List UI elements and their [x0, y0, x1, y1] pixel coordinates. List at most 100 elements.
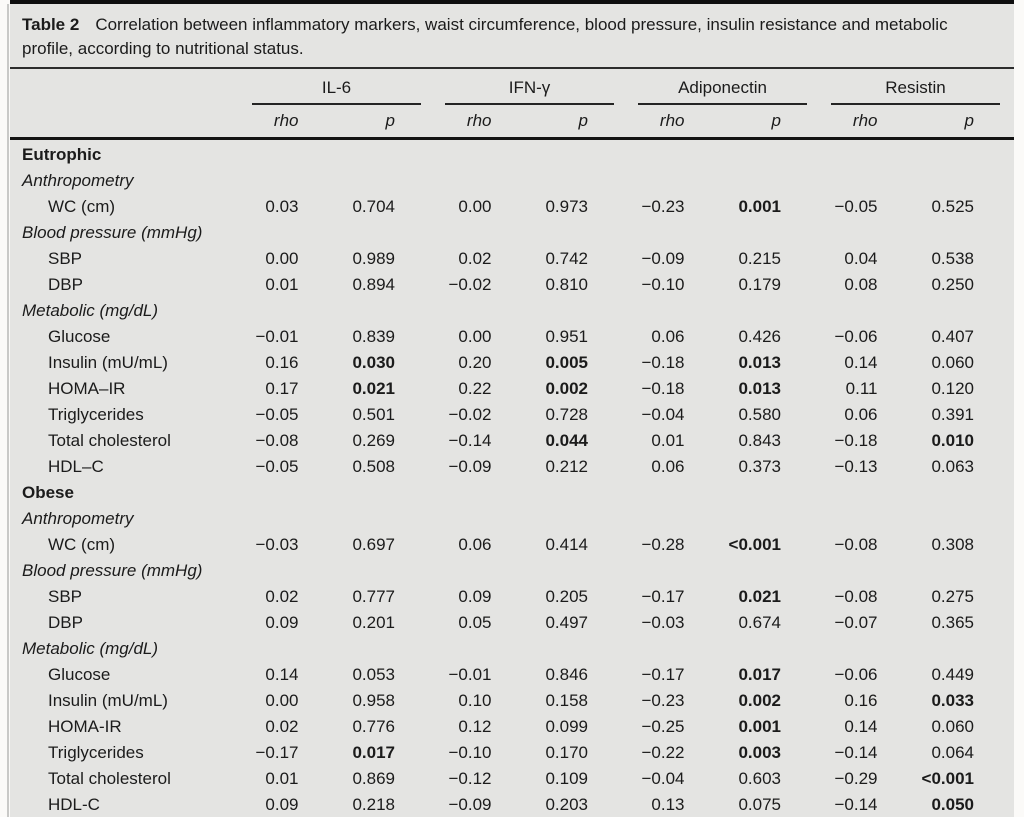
- table-caption: Table 2 Correlation between inflammatory …: [10, 4, 1014, 69]
- rho-value: −0.18: [834, 431, 878, 450]
- rho-value: −0.01: [448, 665, 492, 684]
- row-label: Total cholesterol: [48, 431, 171, 450]
- p-value: 0.001: [738, 717, 781, 736]
- p-value: 0.099: [545, 717, 588, 736]
- rho-value: −0.22: [641, 743, 685, 762]
- data-row: HDL-C 0.09 0.218 −0.09 0.203 0.13 0.075 −0.14 0.…: [10, 792, 1014, 817]
- p-value: 0.109: [545, 769, 588, 788]
- p-value: 0.013: [738, 379, 781, 398]
- row-filler: [242, 558, 1014, 584]
- row-label: SBP: [48, 249, 83, 268]
- row-label: HDL-C: [48, 795, 100, 814]
- subheader-rho: rho: [628, 105, 725, 140]
- p-value: 0.373: [738, 457, 781, 476]
- rho-value: 0.22: [458, 379, 492, 398]
- rho-value: 0.16: [844, 691, 878, 710]
- p-value: 0.218: [352, 795, 395, 814]
- rho-value: 0.09: [265, 795, 299, 814]
- section-row: Eutrophic: [10, 138, 1014, 168]
- p-value: 0.414: [545, 535, 588, 554]
- row-label: SBP: [48, 587, 83, 606]
- p-value: 0.003: [738, 743, 781, 762]
- rho-value: −0.07: [834, 613, 878, 632]
- rho-value: −0.03: [641, 613, 685, 632]
- p-value: 0.017: [352, 743, 395, 762]
- p-value: 0.021: [352, 379, 395, 398]
- p-value: 0.002: [545, 379, 588, 398]
- rho-value: 0.20: [458, 353, 492, 372]
- p-value: 0.212: [545, 457, 588, 476]
- rho-value: 0.14: [844, 717, 878, 736]
- rho-value: 0.09: [458, 587, 492, 606]
- rho-value: 0.01: [651, 431, 685, 450]
- group-header-resistin: Resistin: [821, 69, 1014, 105]
- p-value: 0.013: [738, 353, 781, 372]
- p-value: 0.120: [931, 379, 974, 398]
- p-value: 0.391: [931, 405, 974, 424]
- rho-value: −0.09: [641, 249, 685, 268]
- rho-value: −0.14: [834, 795, 878, 814]
- rho-value: −0.03: [255, 535, 299, 554]
- rho-value: −0.05: [255, 457, 299, 476]
- p-value: 0.033: [931, 691, 974, 710]
- subheader-row: rho p rho p rho p rho p: [10, 105, 1014, 140]
- rho-value: −0.10: [641, 275, 685, 294]
- p-value: 0.010: [931, 431, 974, 450]
- row-label: Blood pressure (mmHg): [22, 223, 203, 242]
- rho-value: 0.00: [265, 691, 299, 710]
- rho-value: −0.14: [834, 743, 878, 762]
- p-value: 0.060: [931, 353, 974, 372]
- subheader-p: p: [531, 105, 628, 140]
- group-label: Resistin: [831, 78, 1000, 105]
- p-value: 0.158: [545, 691, 588, 710]
- p-value: 0.030: [352, 353, 395, 372]
- p-value: 0.250: [931, 275, 974, 294]
- data-row: DBP 0.01 0.894 −0.02 0.810 −0.10 0.179 0.08 0.25…: [10, 272, 1014, 298]
- subheader-rho: rho: [242, 105, 339, 140]
- data-row: Triglycerides −0.05 0.501 −0.02 0.728 −0.04 0.…: [10, 402, 1014, 428]
- rho-value: −0.18: [641, 353, 685, 372]
- subheader-p: p: [724, 105, 821, 140]
- subsection-row: Blood pressure (mmHg): [10, 558, 1014, 584]
- rho-value: 0.00: [265, 249, 299, 268]
- header-spacer: [10, 105, 242, 140]
- rho-value: −0.08: [255, 431, 299, 450]
- p-value: 0.843: [738, 431, 781, 450]
- p-value: 0.407: [931, 327, 974, 346]
- group-header-il6: IL-6: [242, 69, 435, 105]
- p-value: 0.894: [352, 275, 395, 294]
- rho-value: 0.06: [458, 535, 492, 554]
- data-row: HDL–C −0.05 0.508 −0.09 0.212 0.06 0.373 −0.13 0…: [10, 454, 1014, 480]
- row-label: Glucose: [48, 327, 111, 346]
- rho-value: 0.14: [844, 353, 878, 372]
- subsection-row: Anthropometry: [10, 168, 1014, 194]
- rho-value: 0.12: [458, 717, 492, 736]
- p-value: 0.973: [545, 197, 588, 216]
- table-body: Eutrophic Anthropometry WC (cm) 0.03 0.704 0.…: [10, 138, 1014, 817]
- rho-value: −0.04: [641, 769, 685, 788]
- data-row: SBP 0.00 0.989 0.02 0.742 −0.09 0.215 0.04 0.538: [10, 246, 1014, 272]
- group-label: IL-6: [252, 78, 421, 105]
- group-label: IFN-γ: [445, 78, 614, 105]
- data-row: Total cholesterol 0.01 0.869 −0.12 0.109 −0.0…: [10, 766, 1014, 792]
- row-label: Eutrophic: [22, 145, 102, 164]
- p-value: 0.697: [352, 535, 395, 554]
- rho-value: −0.04: [641, 405, 685, 424]
- rho-value: −0.10: [448, 743, 492, 762]
- p-value: 0.005: [545, 353, 588, 372]
- p-value: <0.001: [728, 535, 781, 554]
- row-label: Total cholesterol: [48, 769, 171, 788]
- subheader-p: p: [917, 105, 1014, 140]
- p-value: 0.050: [931, 795, 974, 814]
- rho-value: −0.08: [834, 587, 878, 606]
- rho-value: 0.02: [265, 717, 299, 736]
- group-header-ifn-gamma: IFN-γ: [435, 69, 628, 105]
- p-value: 0.704: [352, 197, 395, 216]
- rho-value: −0.18: [641, 379, 685, 398]
- rho-value: 0.03: [265, 197, 299, 216]
- rho-value: 0.14: [265, 665, 299, 684]
- row-label: Obese: [22, 483, 74, 502]
- rho-value: −0.29: [834, 769, 878, 788]
- row-label: Triglycerides: [48, 743, 144, 762]
- p-value: 0.021: [738, 587, 781, 606]
